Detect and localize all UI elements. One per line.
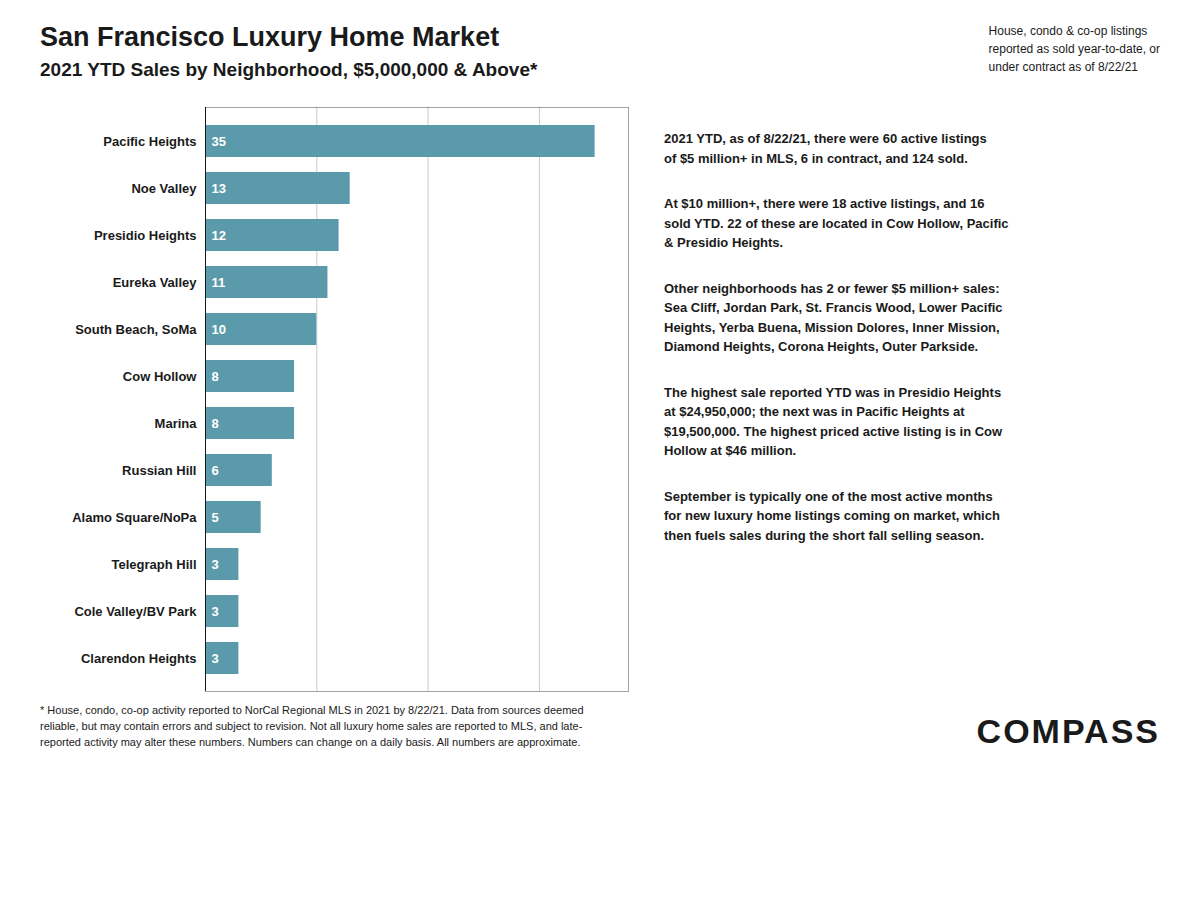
svg-text:Pacific Heights: Pacific Heights	[103, 134, 196, 149]
svg-text:12: 12	[212, 228, 226, 243]
html-text:House, condo & co-op listings: House, condo & co-op listings reported a…	[988, 24, 1160, 74]
svg-text:Marina: Marina	[155, 416, 198, 431]
svg-text:Noe Valley: Noe Valley	[131, 181, 197, 196]
svg-text:35: 35	[212, 134, 226, 149]
svg-text:6: 6	[212, 463, 219, 478]
svg-text:Presidio Heights: Presidio Heights	[94, 228, 197, 243]
html-text:2021 YTD Sales by Neighborhood: 2021 YTD Sales by Neighborhood, $5,000,0…	[40, 59, 538, 80]
svg-text:3: 3	[212, 557, 219, 572]
html-text:The highest sale reported YTD: The highest sale reported YTD was in Pre…	[664, 384, 1003, 458]
svg-text:11: 11	[212, 275, 226, 290]
svg-text:South Beach, SoMa: South Beach, SoMa	[75, 322, 197, 337]
svg-text:Alamo Square/NoPa: Alamo Square/NoPa	[72, 510, 197, 525]
svg-text:Clarendon Heights: Clarendon Heights	[81, 651, 197, 666]
svg-text:Cole Valley/BV Park: Cole Valley/BV Park	[74, 604, 197, 619]
svg-text:10: 10	[212, 322, 226, 337]
svg-text:Eureka Valley: Eureka Valley	[113, 275, 198, 290]
html-text:At $10 million+, there were 18: At $10 million+, there were 18 active li…	[664, 196, 1009, 250]
html-text:2021 YTD, as of 8/22/21, there: 2021 YTD, as of 8/22/21, there were 60 a…	[664, 131, 987, 166]
svg-text:3: 3	[212, 604, 219, 619]
svg-text:Telegraph Hill: Telegraph Hill	[112, 557, 197, 572]
svg-text:Cow Hollow: Cow Hollow	[123, 369, 198, 384]
svg-text:13: 13	[212, 181, 226, 196]
html-text:Other neighborhoods has 2 or f: Other neighborhoods has 2 or fewer $5 mi…	[664, 280, 1003, 354]
html-text:* House, condo, co-op activity: * House, condo, co-op activity reported …	[40, 704, 584, 748]
svg-text:3: 3	[212, 651, 219, 666]
html-text:September is typically one of: September is typically one of the most a…	[664, 488, 1000, 543]
svg-text:8: 8	[212, 369, 219, 384]
html-text:COMPASS: COMPASS	[976, 711, 1160, 750]
svg-text:8: 8	[212, 416, 219, 431]
svg-text:5: 5	[212, 510, 219, 525]
svg-text:Russian Hill: Russian Hill	[122, 463, 196, 478]
html-text:San Francisco Luxury Home Mark: San Francisco Luxury Home Market	[40, 22, 500, 52]
